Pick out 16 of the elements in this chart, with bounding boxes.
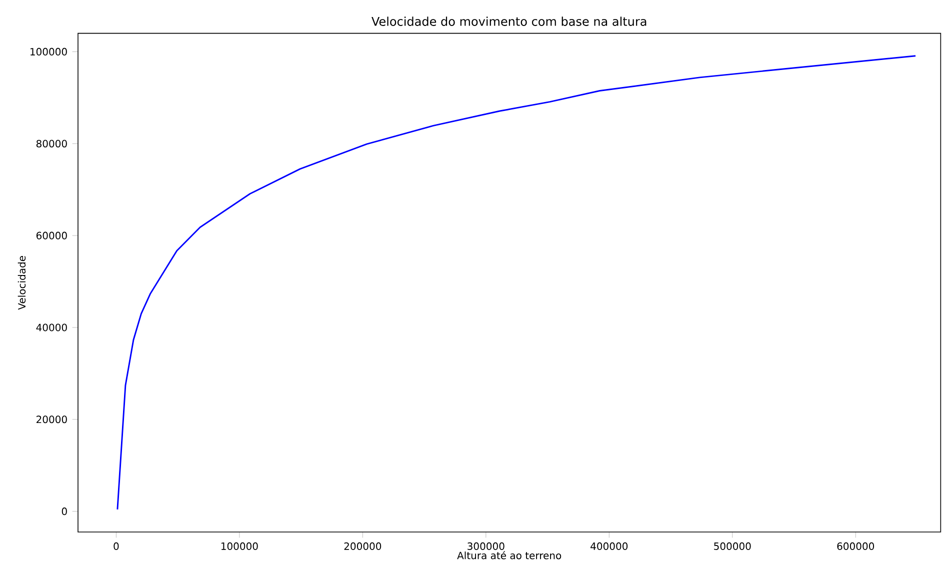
y-tick-label: 60000 — [36, 232, 67, 240]
x-tick-label: 0 — [114, 542, 119, 550]
y-axis-title: Velocidade — [18, 256, 26, 310]
x-tick-label: 100000 — [221, 542, 258, 550]
x-tick-label: 400000 — [590, 542, 628, 550]
x-tick-label: 200000 — [344, 542, 382, 550]
y-tick-label: 20000 — [36, 416, 67, 424]
y-tick-label: 0 — [62, 508, 67, 516]
y-tick-label: 80000 — [36, 140, 67, 148]
y-tick-label: 100000 — [30, 48, 67, 56]
x-tick-label: 300000 — [468, 542, 504, 550]
x-tick-label: 600000 — [837, 542, 874, 550]
y-tick-label: 40000 — [36, 324, 67, 332]
x-axis-title: Altura até ao terreno — [457, 551, 562, 560]
x-tick-label: 500000 — [714, 542, 751, 550]
chart-title: Velocidade do movimento com base na altura — [372, 16, 646, 26]
